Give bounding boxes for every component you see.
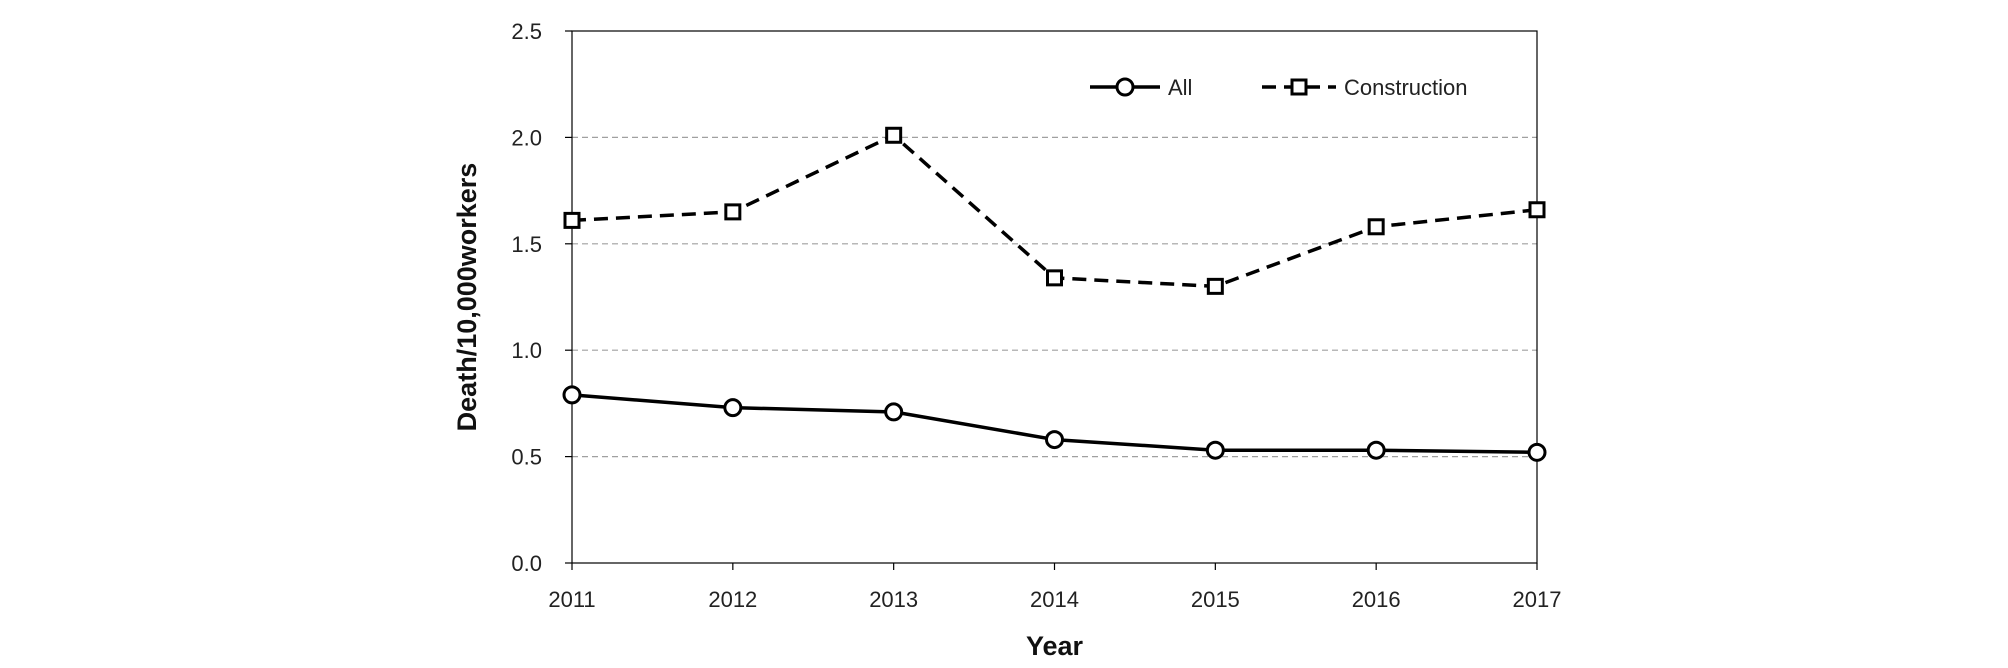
y-tick-label-2: 1.0: [511, 338, 542, 363]
x-axis-ticks: 2011 2012 2013 2014 2015 2016 2017: [548, 563, 1561, 612]
point-all-2015: [1205, 440, 1225, 460]
x-tick-label-2013: 2013: [869, 587, 918, 612]
point-construction-2012: [724, 203, 742, 221]
point-all-2016: [1366, 440, 1386, 460]
y-axis-ticks: 0.0 0.5 1.0 1.5 2.0 2.5: [511, 19, 572, 576]
x-tick-label-2012: 2012: [708, 587, 757, 612]
point-construction-2011: [563, 211, 581, 229]
legend: All Construction: [1090, 75, 1468, 100]
legend-item-construction: Construction: [1262, 75, 1468, 100]
point-all-2014: [1045, 430, 1064, 450]
legend-all-marker: [1115, 77, 1135, 97]
y-tick-label-4: 2.0: [511, 125, 542, 150]
point-construction-2013: [885, 126, 903, 144]
y-tick-label-3: 1.5: [511, 232, 542, 257]
legend-construction-marker: [1290, 78, 1308, 96]
point-all-2011: [562, 385, 582, 405]
x-tick-label-2017: 2017: [1513, 587, 1562, 612]
legend-construction-label: Construction: [1344, 75, 1468, 100]
point-construction-2014: [1046, 269, 1063, 287]
x-tick-label-2015: 2015: [1191, 587, 1240, 612]
x-tick-label-2011: 2011: [548, 587, 595, 612]
point-all-2017: [1527, 442, 1547, 462]
legend-item-all: All: [1090, 75, 1192, 100]
y-tick-label-1: 0.5: [511, 445, 542, 470]
series-line-construction: [571, 133, 1538, 289]
point-construction-2016: [1367, 218, 1385, 236]
y-axis-title: Death/10,000workers: [452, 163, 482, 432]
legend-all-label: All: [1168, 75, 1192, 100]
point-all-2012: [723, 398, 743, 418]
y-tick-label-5: 2.5: [511, 19, 542, 44]
gridlines: [572, 136, 1537, 458]
x-axis-title: Year: [1026, 631, 1084, 661]
point-all-2013: [884, 402, 904, 422]
series-layer: [562, 126, 1547, 462]
point-construction-2015: [1206, 277, 1224, 295]
x-tick-label-2016: 2016: [1352, 587, 1401, 612]
plot-area-frame: [571, 30, 1538, 564]
point-construction-2017: [1528, 201, 1546, 219]
y-tick-label-0: 0.0: [511, 551, 542, 576]
x-tick-label-2014: 2014: [1030, 587, 1079, 612]
